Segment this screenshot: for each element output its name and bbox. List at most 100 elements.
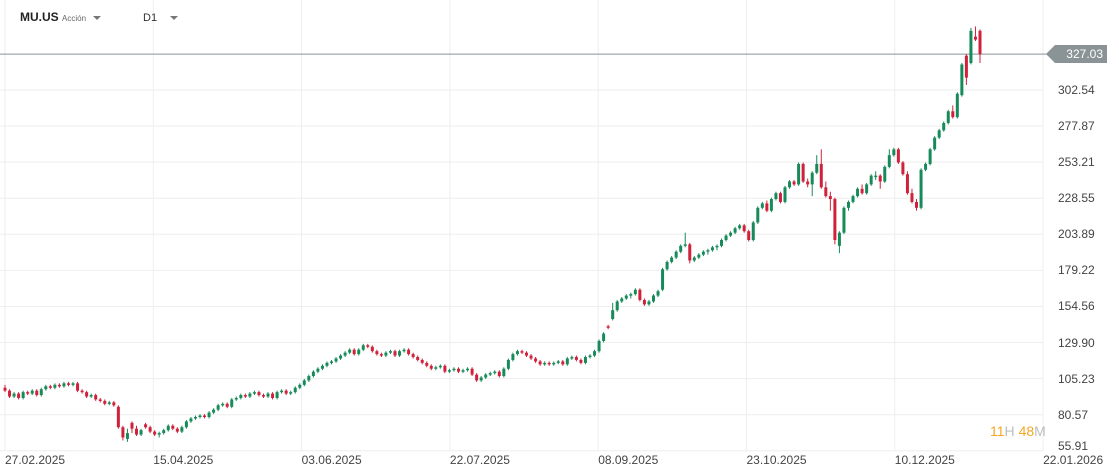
candle-body xyxy=(933,137,937,150)
candle-body xyxy=(48,386,52,388)
candle-up xyxy=(71,381,75,387)
y-tick-label: 154.56 xyxy=(1058,299,1095,314)
candle-body xyxy=(887,155,891,167)
candle-body xyxy=(203,415,207,418)
candle-up xyxy=(44,384,48,391)
candle-up xyxy=(611,302,615,321)
candle-down xyxy=(17,392,21,400)
candle-body xyxy=(184,421,188,428)
candle-body xyxy=(633,289,637,295)
candle-up xyxy=(665,260,669,271)
candle-down xyxy=(420,358,424,365)
candle-down xyxy=(225,402,229,409)
candle-body xyxy=(398,351,402,356)
candle-down xyxy=(425,361,429,368)
candle-body xyxy=(293,387,297,393)
candle-up xyxy=(357,348,361,356)
candle-down xyxy=(66,381,70,387)
candle-body xyxy=(502,368,506,377)
candle-down xyxy=(243,393,247,398)
candle-body xyxy=(343,352,347,356)
candle-body xyxy=(611,310,615,319)
candle-body xyxy=(429,365,433,369)
candle-body xyxy=(198,415,202,418)
candle-down xyxy=(470,367,474,377)
candle-up xyxy=(302,378,306,387)
candle-body xyxy=(642,299,646,305)
candle-body xyxy=(538,361,542,365)
candle-body xyxy=(216,405,220,410)
candle-up xyxy=(769,197,773,213)
timeframe-selector[interactable]: D1 xyxy=(143,12,158,24)
candle-down xyxy=(456,367,460,374)
candle-down xyxy=(973,26,977,42)
candle-body xyxy=(715,245,719,248)
candle-body xyxy=(57,384,61,387)
candle-down xyxy=(370,345,374,353)
candle-body xyxy=(955,93,959,118)
candle-up xyxy=(543,361,547,366)
candle-up xyxy=(398,349,402,358)
candle-body xyxy=(620,298,624,302)
candle-down xyxy=(375,349,379,356)
candle-down xyxy=(94,393,98,401)
candle-body xyxy=(311,371,315,377)
x-tick-label: 15.04.2025 xyxy=(153,453,214,467)
candle-body xyxy=(661,269,665,290)
candle-up xyxy=(280,389,284,394)
candle-down xyxy=(688,242,692,264)
candle-body xyxy=(135,428,139,435)
countdown-minutes-unit: M xyxy=(1034,423,1046,439)
candle-down xyxy=(284,389,288,396)
candle-down xyxy=(529,354,533,360)
x-tick-label: 10.12.2025 xyxy=(894,453,955,467)
candle-body xyxy=(910,193,914,202)
candle-body xyxy=(193,416,197,419)
x-tick-label: 22.01.2026 xyxy=(1043,453,1104,467)
candle-up xyxy=(452,367,456,372)
candle-up xyxy=(656,289,660,298)
candle-body xyxy=(928,149,932,164)
candle-body xyxy=(80,390,84,393)
candle-up xyxy=(107,400,111,406)
candle-up xyxy=(221,402,225,407)
candle-body xyxy=(438,365,442,368)
candle-body xyxy=(144,424,148,428)
candle-body xyxy=(325,362,329,366)
candle-down xyxy=(520,349,524,355)
y-tick-label: 179.22 xyxy=(1058,263,1095,278)
candle-up xyxy=(461,368,465,374)
candle-body xyxy=(552,362,556,365)
symbol-dropdown-chevron-icon[interactable] xyxy=(93,16,101,20)
candle-up xyxy=(856,187,860,198)
candle-body xyxy=(461,370,465,372)
candle-up xyxy=(783,185,787,204)
candle-body xyxy=(112,402,116,406)
candle-body xyxy=(85,392,89,397)
y-tick-label: 55.91 xyxy=(1058,439,1089,453)
candle-up xyxy=(774,191,778,201)
candle-down xyxy=(978,29,982,63)
candle-body xyxy=(384,352,388,356)
candle-down xyxy=(80,389,84,394)
candle-down xyxy=(910,188,914,204)
candle-body xyxy=(239,395,243,398)
candle-up xyxy=(969,27,973,65)
candle-up xyxy=(320,364,324,371)
candle-body xyxy=(153,431,157,435)
y-tick-label: 203.89 xyxy=(1058,227,1095,242)
candle-body xyxy=(769,199,773,211)
candle-body xyxy=(946,111,950,123)
candle-body xyxy=(597,340,601,352)
candle-up xyxy=(447,368,451,374)
candle-body xyxy=(969,30,973,63)
candle-up xyxy=(760,201,764,210)
symbol-label[interactable]: MU.US xyxy=(20,10,59,24)
candle-down xyxy=(747,229,751,242)
candle-body xyxy=(778,193,782,202)
timeframe-dropdown-chevron-icon[interactable] xyxy=(170,16,178,20)
candle-body xyxy=(302,380,306,385)
candle-body xyxy=(407,349,411,355)
candle-up xyxy=(869,174,873,186)
candle-up xyxy=(570,355,574,360)
